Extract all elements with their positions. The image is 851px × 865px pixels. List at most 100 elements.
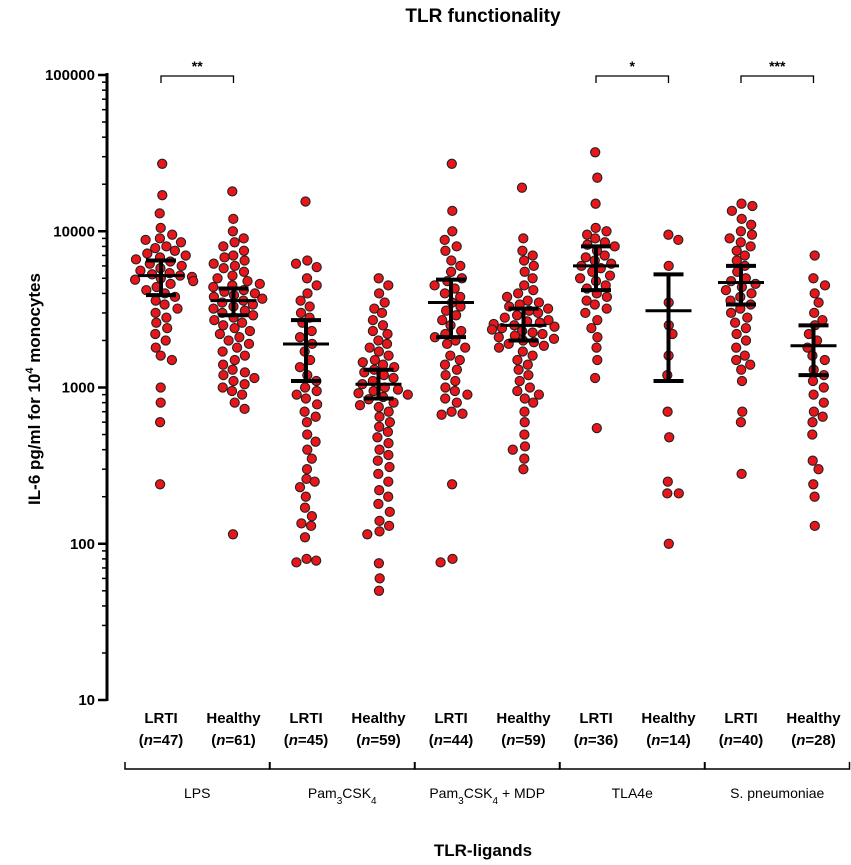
data-point <box>601 226 612 237</box>
data-point <box>299 382 311 393</box>
data-point <box>601 303 612 314</box>
data-point <box>514 375 525 387</box>
data-point <box>447 553 458 565</box>
data-point <box>175 237 187 248</box>
data-point <box>592 314 603 326</box>
data-point <box>383 280 394 291</box>
data-point <box>493 342 505 353</box>
data-point <box>218 263 229 274</box>
data-point <box>512 385 523 397</box>
data-point <box>519 429 530 440</box>
data-point <box>354 400 366 411</box>
data-point <box>373 468 384 480</box>
data-point <box>378 369 390 381</box>
series-group-9 <box>718 198 764 480</box>
data-point <box>441 338 453 350</box>
data-point <box>739 350 750 361</box>
data-point <box>574 273 586 284</box>
data-point <box>306 511 318 522</box>
ligand-bracket <box>124 762 271 770</box>
data-point <box>439 234 450 246</box>
ligand-bracket <box>559 762 706 770</box>
ligand-bracket <box>269 762 416 770</box>
data-point <box>745 359 756 370</box>
data-point <box>501 291 513 303</box>
data-point <box>537 328 548 340</box>
data-point <box>746 229 758 240</box>
data-point <box>140 234 151 246</box>
data-point <box>238 233 249 244</box>
y-axis-label: IL-6 pg/ml for 104 monocytes <box>24 273 44 505</box>
data-point <box>377 320 389 331</box>
group-label-name: Healthy <box>786 710 841 727</box>
significance-bracket <box>595 75 670 83</box>
data-point <box>818 397 829 408</box>
group-label-name: Healthy <box>496 710 551 727</box>
data-point <box>249 372 260 384</box>
data-point <box>451 397 462 408</box>
data-point <box>807 455 818 466</box>
data-point <box>383 438 394 449</box>
data-point <box>381 338 393 350</box>
group-label-name: LRTI <box>724 710 757 727</box>
data-point <box>512 354 523 366</box>
data-point <box>528 397 539 408</box>
data-point <box>208 303 219 314</box>
data-point <box>300 393 312 404</box>
data-point <box>236 317 248 328</box>
data-point <box>446 255 457 266</box>
data-point <box>460 342 471 353</box>
data-point <box>439 359 451 370</box>
data-point <box>591 342 602 353</box>
data-point <box>227 226 239 237</box>
data-point <box>299 406 310 417</box>
data-point <box>533 297 545 308</box>
data-point <box>737 406 748 417</box>
data-point <box>519 441 531 452</box>
data-point <box>819 354 830 366</box>
data-point <box>402 389 413 400</box>
data-point <box>382 426 394 438</box>
data-point <box>533 389 545 400</box>
data-point <box>446 479 458 490</box>
data-point <box>159 299 170 310</box>
data-point <box>373 288 385 299</box>
data-point <box>176 260 187 272</box>
data-point <box>166 354 178 366</box>
data-point <box>519 417 530 428</box>
data-point <box>663 538 674 549</box>
data-point <box>549 321 560 332</box>
significance-label: ** <box>192 58 203 74</box>
data-point <box>388 372 399 384</box>
data-point <box>809 250 820 261</box>
data-point <box>384 461 395 473</box>
data-point <box>455 291 466 303</box>
data-point <box>446 406 457 417</box>
data-point <box>528 260 539 272</box>
data-point <box>818 382 829 393</box>
data-point <box>729 317 741 328</box>
data-point <box>162 322 173 334</box>
data-point <box>367 325 379 337</box>
data-point <box>384 417 396 428</box>
group-label-n: (n=45) <box>284 732 329 749</box>
data-point <box>155 222 166 234</box>
data-point <box>455 260 466 272</box>
data-point <box>218 369 229 381</box>
series-group-3 <box>283 196 329 568</box>
data-point <box>731 255 742 266</box>
data-point <box>373 273 384 284</box>
data-point <box>517 245 528 256</box>
group-label-n: (n=28) <box>791 732 836 749</box>
data-point <box>518 233 529 244</box>
data-point <box>663 229 674 240</box>
group-label-n: (n=14) <box>646 732 691 749</box>
data-point <box>383 476 394 487</box>
group-label-name: LRTI <box>434 710 467 727</box>
data-point <box>580 307 591 319</box>
data-point <box>591 422 602 434</box>
data-point <box>290 258 302 269</box>
data-point <box>154 417 166 428</box>
data-point <box>218 320 229 331</box>
data-point <box>429 280 440 291</box>
